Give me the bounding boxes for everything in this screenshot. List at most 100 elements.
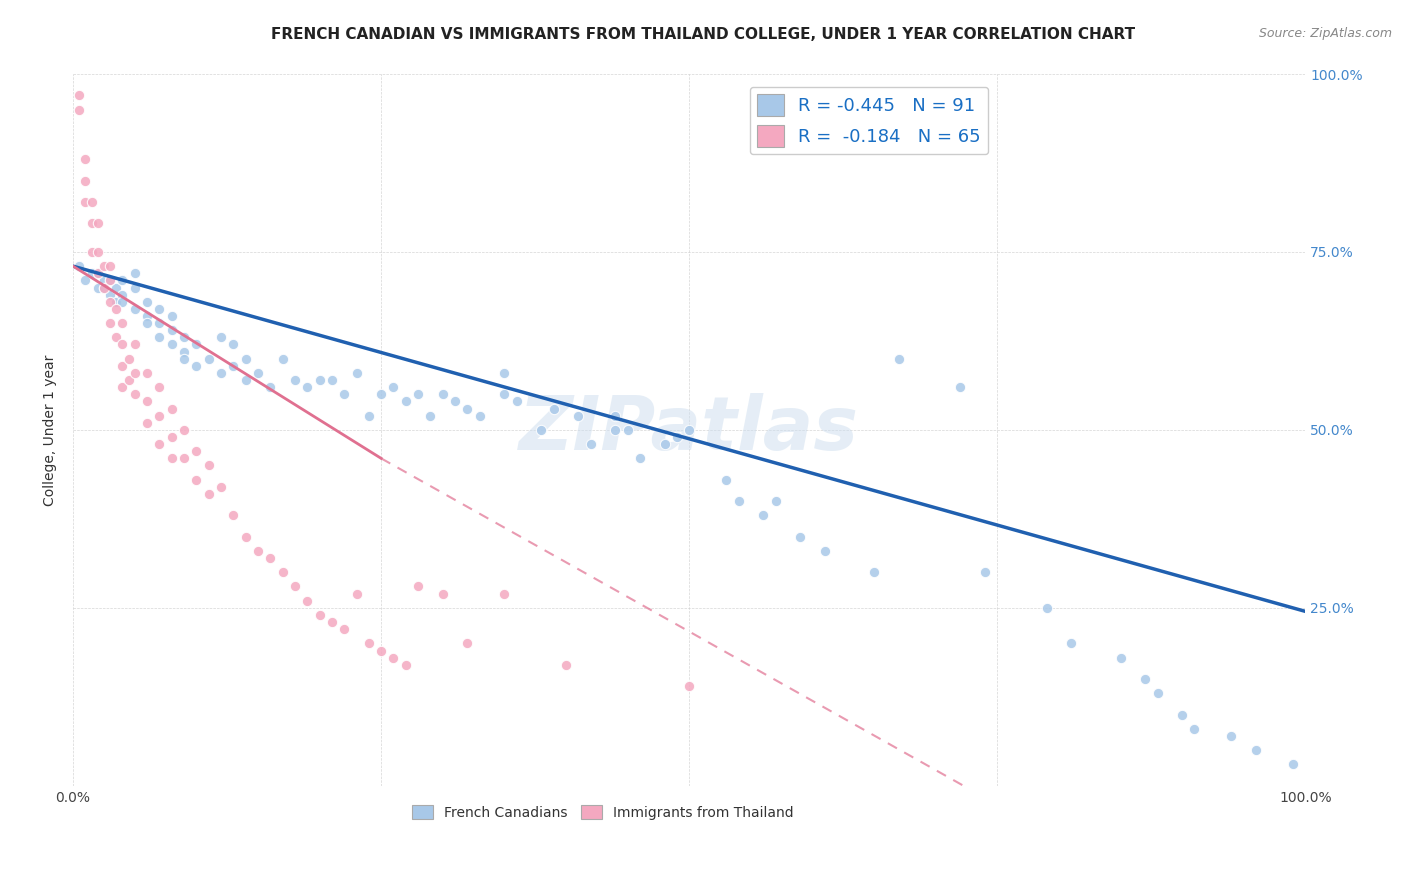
Point: [494, 366, 516, 380]
Point: [160, 430, 183, 444]
Point: [235, 351, 257, 366]
Point: [444, 394, 467, 409]
Point: [87, 266, 110, 280]
Point: [321, 615, 343, 629]
Point: [98, 316, 121, 330]
Point: [555, 657, 578, 672]
Legend: French Canadians, Immigrants from Thailand: French Canadians, Immigrants from Thaila…: [406, 799, 800, 825]
Point: [148, 437, 170, 451]
Point: [382, 650, 405, 665]
Point: [98, 294, 121, 309]
Point: [124, 387, 146, 401]
Point: [160, 337, 183, 351]
Point: [382, 380, 405, 394]
Point: [789, 530, 811, 544]
Point: [173, 344, 195, 359]
Point: [456, 401, 478, 416]
Point: [308, 607, 330, 622]
Point: [111, 287, 134, 301]
Point: [124, 337, 146, 351]
Point: [543, 401, 565, 416]
Point: [370, 387, 392, 401]
Point: [160, 401, 183, 416]
Point: [297, 380, 319, 394]
Point: [124, 301, 146, 316]
Point: [357, 409, 380, 423]
Point: [117, 373, 139, 387]
Point: [678, 679, 700, 693]
Point: [284, 373, 307, 387]
Point: [432, 586, 454, 600]
Point: [271, 566, 294, 580]
Point: [246, 544, 269, 558]
Point: [87, 266, 110, 280]
Text: Source: ZipAtlas.com: Source: ZipAtlas.com: [1258, 27, 1392, 40]
Point: [605, 409, 627, 423]
Point: [814, 544, 837, 558]
Point: [87, 280, 110, 294]
Point: [93, 280, 115, 294]
Point: [186, 473, 208, 487]
Point: [1146, 686, 1168, 700]
Point: [494, 387, 516, 401]
Point: [949, 380, 972, 394]
Point: [186, 337, 208, 351]
Point: [654, 437, 676, 451]
Point: [406, 387, 429, 401]
Point: [605, 423, 627, 437]
Point: [887, 351, 910, 366]
Point: [111, 380, 134, 394]
Point: [222, 359, 245, 373]
Point: [75, 174, 97, 188]
Point: [235, 373, 257, 387]
Point: [1184, 722, 1206, 736]
Point: [124, 280, 146, 294]
Point: [98, 273, 121, 287]
Point: [136, 366, 159, 380]
Point: [111, 294, 134, 309]
Point: [259, 380, 281, 394]
Point: [370, 643, 392, 657]
Point: [93, 280, 115, 294]
Point: [111, 316, 134, 330]
Point: [160, 309, 183, 323]
Point: [419, 409, 441, 423]
Point: [432, 387, 454, 401]
Point: [136, 309, 159, 323]
Point: [105, 330, 128, 344]
Point: [333, 387, 356, 401]
Point: [209, 330, 232, 344]
Point: [111, 337, 134, 351]
Point: [752, 508, 775, 523]
Point: [1135, 672, 1157, 686]
Point: [75, 273, 97, 287]
Point: [271, 351, 294, 366]
Point: [1060, 636, 1083, 650]
Y-axis label: College, Under 1 year: College, Under 1 year: [44, 354, 58, 506]
Point: [628, 451, 651, 466]
Point: [357, 636, 380, 650]
Point: [67, 259, 90, 273]
Point: [136, 294, 159, 309]
Point: [494, 586, 516, 600]
Point: [406, 579, 429, 593]
Point: [105, 294, 128, 309]
Point: [616, 423, 638, 437]
Point: [160, 323, 183, 337]
Point: [197, 487, 219, 501]
Point: [1171, 707, 1194, 722]
Point: [222, 508, 245, 523]
Point: [346, 586, 368, 600]
Point: [148, 301, 170, 316]
Point: [333, 622, 356, 636]
Point: [665, 430, 688, 444]
Point: [395, 657, 418, 672]
Point: [80, 195, 103, 210]
Point: [456, 636, 478, 650]
Point: [67, 88, 90, 103]
Point: [148, 409, 170, 423]
Text: ZIPatlas: ZIPatlas: [519, 393, 859, 467]
Point: [222, 337, 245, 351]
Point: [506, 394, 529, 409]
Point: [567, 409, 589, 423]
